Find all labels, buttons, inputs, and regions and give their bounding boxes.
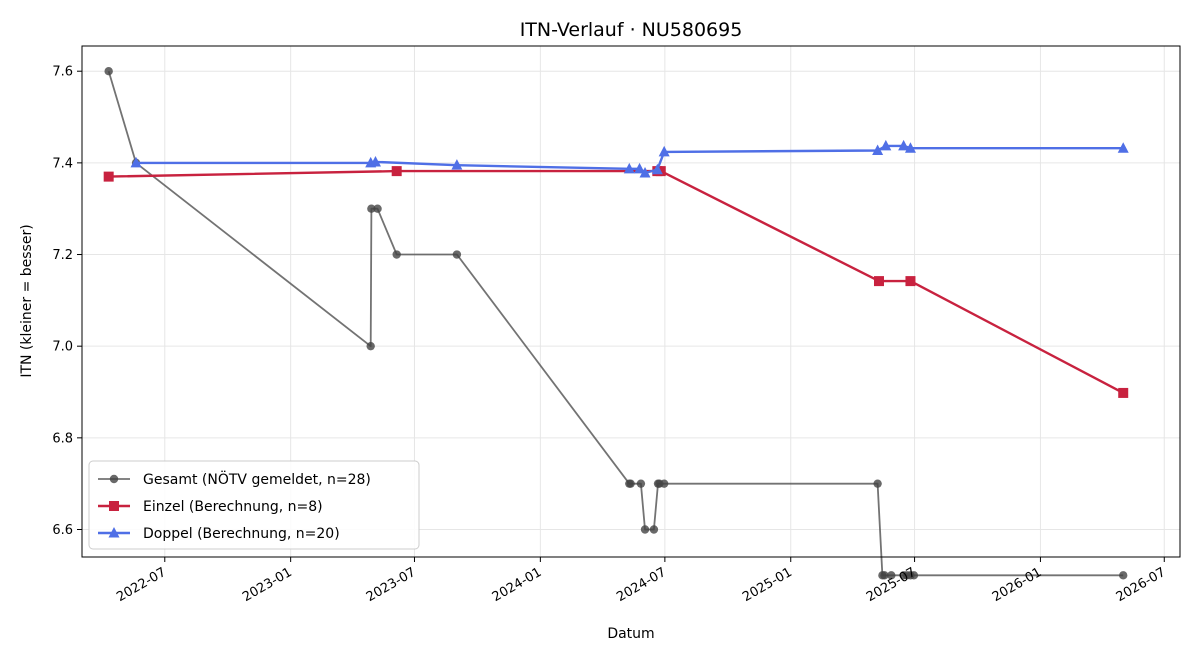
x-tick-label: 2025-01 <box>740 565 795 605</box>
data-point <box>640 525 650 534</box>
data-point <box>651 163 663 175</box>
plot-frame <box>81 45 1181 558</box>
data-point <box>1117 142 1129 153</box>
y-tick-label: 7.0 <box>52 340 73 355</box>
data-point <box>898 139 910 151</box>
y-tick-label: 6.8 <box>52 431 73 446</box>
data-point <box>367 204 376 213</box>
data-point <box>880 571 889 580</box>
x-tick-label: 2024-07 <box>614 565 669 605</box>
x-axis: 2022-07 2023-01 2023-07 2024-01 2024-07 2025-… <box>114 557 1168 605</box>
data-point <box>873 276 884 287</box>
y-tick-label: 7.6 <box>52 65 73 80</box>
series-triangle <box>130 139 1129 178</box>
data-point <box>392 250 401 259</box>
legend-label: Gesamt (NÖTV gemeldet, n=28) <box>143 470 371 488</box>
data-point <box>130 156 142 168</box>
x-tick-label: 2023-01 <box>240 565 295 605</box>
data-point <box>909 571 919 580</box>
x-tick-label: 2022-07 <box>114 565 169 605</box>
x-tick-label: 2025-07 <box>864 565 919 605</box>
data-point <box>639 166 651 178</box>
series-circle <box>104 67 1128 580</box>
y-tick-label: 7.2 <box>52 248 73 263</box>
legend-swatch-marker <box>109 501 119 511</box>
series-layer <box>103 67 1129 580</box>
data-point <box>873 479 882 488</box>
data-point <box>658 145 670 157</box>
data-point <box>636 479 646 488</box>
data-point <box>452 250 462 259</box>
data-point <box>623 162 635 174</box>
series-line <box>108 169 1124 394</box>
y-axis-label: ITN (kleiner = besser) <box>19 224 35 377</box>
data-point <box>649 525 659 534</box>
legend-swatch-marker <box>109 474 119 484</box>
data-point <box>905 276 916 287</box>
y-axis: 6.6 6.8 7.0 7.2 7.4 7.6 <box>52 65 82 538</box>
data-point <box>872 144 884 155</box>
legend-swatch-marker <box>108 527 120 538</box>
grid <box>82 46 1180 557</box>
data-point <box>1119 571 1128 580</box>
y-tick-label: 7.4 <box>52 156 73 171</box>
legend-label: Doppel (Berechnung, n=20) <box>143 526 340 542</box>
x-tick-label: 2026-07 <box>1114 565 1169 605</box>
chart-title: ITN-Verlauf · NU580695 <box>520 19 743 41</box>
series-square <box>103 166 1129 398</box>
legend-frame <box>88 460 420 550</box>
data-point <box>626 479 635 488</box>
data-point <box>634 162 646 174</box>
y-tick-label: 6.6 <box>52 523 73 538</box>
data-point <box>366 341 375 351</box>
x-axis-label: Datum <box>607 626 654 642</box>
data-point <box>1118 387 1129 398</box>
x-tick-label: 2026-01 <box>990 565 1045 605</box>
data-point <box>373 204 382 213</box>
data-point <box>904 142 916 153</box>
data-point <box>887 571 896 580</box>
x-tick-label: 2024-01 <box>490 565 545 605</box>
data-point <box>659 479 669 488</box>
data-point <box>391 166 402 177</box>
data-point <box>369 155 381 167</box>
legend: Gesamt (NÖTV gemeldet, n=28) Einzel (Bere… <box>88 460 420 550</box>
data-point <box>103 171 114 182</box>
data-point <box>451 159 463 170</box>
x-tick-label: 2023-07 <box>364 565 419 605</box>
legend-label: Einzel (Berechnung, n=8) <box>143 499 323 515</box>
data-point <box>104 67 113 76</box>
data-point <box>880 139 892 151</box>
